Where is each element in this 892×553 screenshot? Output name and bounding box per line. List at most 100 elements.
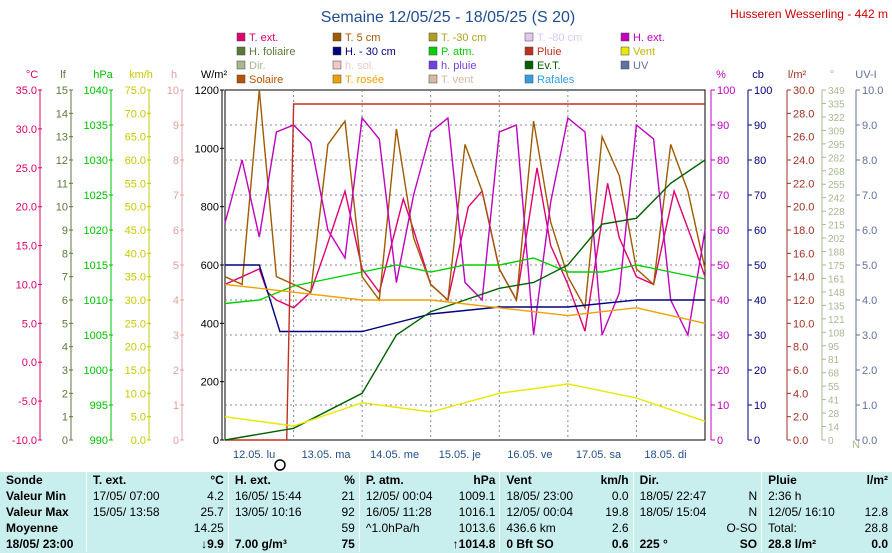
axes: °C35.030.025.020.015.010.05.00.0-5.0-10.… [12, 69, 884, 451]
summary-row: Sonde T. ext. °C H. ext.% P. atm. hPa Vent km/h… [0, 472, 892, 488]
right-axis-tick-label: 41 [828, 396, 840, 407]
right-axis-tick-label: 22.0 [793, 178, 814, 190]
legend-swatch [620, 60, 630, 70]
right-axis-tick-label: 148 [828, 288, 845, 299]
right-axis-tick-label: 121 [828, 315, 845, 326]
series-line-3 [225, 264, 705, 333]
right-axis-tick-label: 3.0 [862, 330, 877, 342]
summary-cell: km/h [600, 473, 629, 487]
summary-cell: 225 ° [632, 536, 718, 552]
left-axis-tick-label: 5 [173, 260, 179, 272]
right-axis-tick-label: 8.0 [862, 155, 877, 167]
x-tick-label: 16.05. ve [507, 449, 552, 461]
right-axis-tick-label: 90 [717, 120, 729, 132]
right-axis-tick-label: 295 [828, 140, 845, 151]
right-axis-tick-label: 108 [828, 328, 845, 339]
summary-cell: Pluie [761, 472, 845, 488]
summary-cell: 21 [341, 489, 355, 503]
right-axis-tick-label: 0.0 [793, 435, 808, 447]
left-axis-unit: km/h [129, 69, 153, 81]
right-axis-tick-label: 50 [754, 260, 766, 272]
legend-label: T. vent [441, 74, 473, 86]
summary-cell: 19.8 [605, 505, 629, 519]
right-axis-tick-label: 349 [828, 86, 845, 97]
right-axis-tick-label: 6.0 [862, 225, 877, 237]
right-axis-tick-label: 282 [828, 153, 845, 164]
summary-cell: 2:36 h [761, 488, 845, 504]
time-marker-icon[interactable] [274, 459, 286, 471]
left-axis-tick-label: 400 [201, 318, 219, 330]
left-axis-unit: h [171, 69, 177, 81]
right-axis-tick-label: 100 [754, 85, 772, 97]
left-axis-tick-label: -10.0 [12, 435, 37, 447]
left-axis-unit: °C [26, 69, 38, 81]
left-axis-tick-label: 10.0 [125, 388, 146, 400]
summary-cell: 92 [341, 505, 355, 519]
left-axis-tick-label: 6 [173, 225, 179, 237]
summary-cell: Valeur Max [6, 505, 69, 519]
legend-swatch [620, 46, 630, 56]
left-axis-tick-label: 990 [90, 435, 108, 447]
right-axis-tick-label: 81 [828, 355, 840, 366]
left-axis-tick-label: 1010 [84, 295, 108, 307]
right-axis-tick-label: 90 [754, 120, 766, 132]
right-axis-tick-label: 70 [754, 190, 766, 202]
right-axis-tick-label: 175 [828, 261, 845, 272]
right-axis-tick-label: 95 [828, 342, 840, 353]
summary-cell: 18/05/ 23:00 [6, 537, 74, 551]
right-axis-unit: ° [830, 69, 834, 81]
left-axis-tick-label: 14 [56, 108, 68, 120]
series-line-8 [224, 383, 706, 427]
right-axis-tick-label: 100 [717, 85, 735, 97]
weather-chart: Semaine 12/05/25 - 18/05/25 (S 20) Husse… [12, 7, 888, 471]
left-axis-tick-label: 20.0 [16, 202, 37, 214]
right-axis-tick-label: 7.0 [862, 190, 877, 202]
right-axis-unit: cb [752, 69, 764, 81]
right-axis-tick-label: 0.0 [862, 435, 877, 447]
right-axis-tick-label: 135 [828, 301, 845, 312]
right-axis-tick-label: 188 [828, 248, 845, 259]
summary-cell: 18/05/ 22:47 [632, 488, 718, 504]
right-axis-tick-label: 255 [828, 180, 845, 191]
left-axis-tick-label: 50.0 [125, 202, 146, 214]
right-axis-tick-label: 30 [754, 330, 766, 342]
left-axis-tick-label: 1200 [195, 85, 219, 97]
x-tick-label: 15.05. je [439, 449, 481, 461]
left-axis-tick-label: 3 [62, 365, 68, 377]
left-axis-tick-label: 0 [173, 435, 179, 447]
summary-cell: Sonde [6, 473, 43, 487]
left-axis-tick-label: 10.0 [16, 279, 37, 291]
right-axis-tick-label: 4.0 [793, 388, 808, 400]
summary-cell: ^1.0hPa/h [358, 520, 446, 536]
x-tick-label: 14.05. me [370, 449, 419, 461]
series-line-1 [224, 89, 706, 311]
summary-cell: 12.8 [864, 505, 888, 519]
series-line-7 [224, 283, 706, 324]
summary-cell: 7.00 g/m³ [227, 536, 313, 552]
legend-label: T. -30 cm [441, 32, 486, 44]
left-axis-tick-label: 15.0 [125, 365, 146, 377]
left-axis-tick-label: 60.0 [125, 155, 146, 167]
summary-cell [718, 472, 762, 488]
right-axis-tick-label: 20 [717, 365, 729, 377]
left-axis-unit: hPa [93, 69, 113, 81]
summary-row: Moyenne 14.25 59 ^1.0hPa/h 1013.6 436.6 km 2.6… [0, 520, 892, 536]
summary-cell: hPa [473, 473, 496, 487]
legend-swatch [524, 32, 534, 42]
summary-row: Valeur Max 15/05/ 13:58 25.7 13/05/ 10:16 92… [0, 504, 892, 520]
left-axis-tick-label: 30.0 [125, 295, 146, 307]
summary-cell [85, 536, 180, 552]
right-axis-tick-label: 202 [828, 234, 845, 245]
left-axis-tick-label: 13 [56, 132, 68, 144]
legend-swatch [428, 32, 438, 42]
right-axis-tick-label: N [852, 439, 860, 451]
legend-label: UV [633, 60, 649, 72]
left-axis-tick-label: 0.0 [22, 357, 37, 369]
left-axis-tick-label: 1 [62, 412, 68, 424]
summary-cell: 0 Bft SO [499, 536, 581, 552]
summary-cell: 14.25 [193, 521, 224, 535]
right-axis-tick-label: 215 [828, 221, 845, 232]
left-axis-tick-label: 25.0 [125, 318, 146, 330]
left-axis-tick-label: 4 [62, 342, 68, 354]
legend-swatch [332, 74, 342, 84]
